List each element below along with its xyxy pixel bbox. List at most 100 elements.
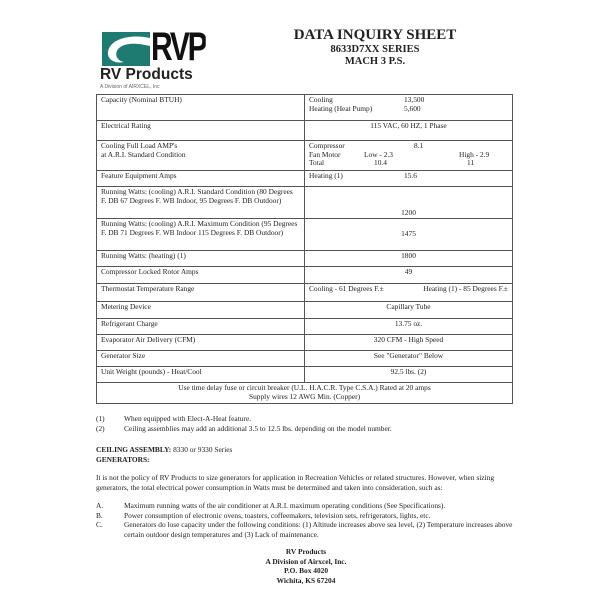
feature-value: Heating (1) 15.6 [304,170,513,187]
logo-brand: RVP [151,30,206,64]
footnote-text: When equipped with Elect-A-Heat feature. [124,414,252,423]
table-row: Capacity (Nominal BTUH) Cooling 13,500 He… [96,94,513,121]
compressor-label: Compressor [309,141,345,150]
list-item: B. Power consumption of electronic ovens,… [96,511,516,521]
address-division: A Division of Airxcel, Inc. [265,556,347,566]
fan-label: Fan Motor [309,149,341,159]
row-label: Running Watts: (cooling) A.R.I. Maximum … [96,218,305,251]
table-row: Evaporator Air Delivery (CFM) 320 CFM - … [96,334,513,351]
capacity-value: Cooling 13,500 Heating (Heat Pump) 5,600 [304,94,513,121]
address-block: RV Products A Division of Airxcel, Inc. … [96,547,516,585]
footnote: (2) Ceiling assemblies may add an additio… [96,424,392,434]
thermostat-cooling: Cooling - 61 Degrees F.± [309,284,384,293]
total-low: 10.4 [374,158,387,167]
row-label: Refrigerant Charge [96,318,305,335]
table-row: Metering Device Capillary Tube [96,301,513,319]
list-letter: A. [96,501,104,510]
table-row: Thermostat Temperature Range Cooling - 6… [96,283,513,302]
generators-heading: GENERATORS: [96,455,150,464]
spec-table: Capacity (Nominal BTUH) Cooling 13,500 He… [96,94,513,404]
series: 8633D7XX SERIES [330,44,420,55]
row-value: 13.75 oz. [304,318,513,335]
list-text: Generators do lose capacity under the fo… [124,520,513,539]
compressor-value: 8.1 [414,141,424,150]
list-letter: C. [96,520,103,529]
fla-label-2: at A.R.I. Standard Condition [101,149,186,159]
row-value: 1200 [304,186,513,219]
heating-value: 5,600 [404,103,421,113]
row-label: Feature Equipment Amps [96,170,305,187]
row-label: Metering Device [96,301,305,319]
cooling-value: 13,500 [404,95,425,104]
table-row: Electrical Rating 115 VAC, 60 HZ, 1 Phas… [96,120,513,141]
row-label: Compressor Locked Rotor Amps [96,266,305,284]
row-value: See "Generator" Below [304,350,513,367]
row-value: 92.5 lbs. (2) [304,366,513,383]
cooling-label: Cooling [309,95,333,104]
table-row: Running Watts: (cooling) A.R.I. Maximum … [96,218,513,251]
fan-low: Low - 2.3 [364,149,393,159]
fuse-note: Use time delay fuse or circuit breaker (… [96,382,513,404]
row-label: Capacity (Nominal BTUH) [96,94,305,121]
table-row: Feature Equipment Amps Heating (1) 15.6 [96,170,513,187]
row-label: Evaporator Air Delivery (CFM) [96,334,305,351]
generator-list: A. Maximum running watts of the air condi… [96,501,516,539]
row-label: Running Watts: (heating) (1) [96,250,305,267]
heating-label: Heating (1) [309,171,343,180]
fla-value: Compressor 8.1 Fan Motor Low - 2.3 High - 2… [304,140,513,171]
rvp-logo: RVP RV Products A Division of AIRXCEL, I… [100,30,205,90]
row-label: Generator Size [96,350,305,367]
logo-name: RV Products [100,66,193,83]
heating-label: Heating (Heat Pump) [309,103,373,113]
list-item: A. Maximum running watts of the air condi… [96,501,516,511]
list-item: C. Generators do lose capacity under the … [96,520,516,539]
row-label: Running Watts: (cooling) A.R.I. Standard… [96,186,305,219]
row-value: 115 VAC, 60 HZ, 1 Phase [304,120,513,141]
row-label: Cooling Full Load AMP's at A.R.I. Standar… [96,140,305,171]
list-text: Maximum running watts of the air conditi… [124,501,446,510]
list-letter: B. [96,510,103,520]
list-text: Power consumption of electronic ovens, t… [124,510,431,520]
row-label: Unit Weight (pounds) - Heat/Cool [96,366,305,383]
table-row: Refrigerant Charge 13.75 oz. [96,318,513,335]
row-value: Capillary Tube [304,301,513,319]
row-value: 1800 [304,250,513,267]
row-value: 1475 [304,218,513,251]
page-title: DATA INQUIRY SHEET [293,27,457,43]
footnote-text: Ceiling assemblies may add an additional… [124,424,392,433]
footnote: (1) When equipped with Elect-A-Heat featu… [96,414,251,424]
ceiling-assembly: CEILING ASSEMBLY: 8330 or 9330 Series [96,445,516,455]
address-city: Wichita, KS 67204 [276,575,336,585]
total-label: Total [309,158,325,167]
fuse-note-2: Supply wires 12 AWG Min. (Copper) [248,391,361,401]
generators-intro: It is not the policy of RV Products to s… [96,473,495,492]
total-high: 11 [467,158,475,167]
ceiling-label: CEILING ASSEMBLY: [96,445,172,454]
row-label: Thermostat Temperature Range [96,283,305,302]
footnote-number: (1) [96,414,105,423]
fla-label-1: Cooling Full Load AMP's [101,141,178,150]
table-row: Running Watts: (heating) (1) 1800 [96,250,513,267]
fan-high: High - 2.9 [459,149,490,159]
table-row: Running Watts: (cooling) A.R.I. Standard… [96,186,513,219]
row-label: Electrical Rating [96,120,305,141]
table-row: Compressor Locked Rotor Amps 49 [96,266,513,284]
address-company: RV Products [285,547,327,556]
model: MACH 3 P.S. [344,56,406,67]
table-row: Generator Size See "Generator" Below [96,350,513,367]
row-value: 320 CFM - High Speed [304,334,513,351]
table-row: Cooling Full Load AMP's at A.R.I. Standar… [96,140,513,171]
swoosh-icon [102,32,150,66]
table-row: Unit Weight (pounds) - Heat/Cool 92.5 lb… [96,366,513,383]
logo-subtitle: A Division of AIRXCEL, Inc [100,84,160,90]
ceiling-value: 8330 or 9330 Series [173,445,233,454]
table-row: Use time delay fuse or circuit breaker (… [96,382,513,404]
thermostat-value: Cooling - 61 Degrees F.± Heating (1) - 85… [304,283,513,302]
document-header: DATA INQUIRY SHEET 8633D7XX SERIES MACH … [250,27,500,68]
address-pobox: P.O. Box 4020 [283,566,329,575]
heating-amps: 15.6 [404,171,417,180]
row-value: 49 [304,266,513,284]
thermostat-heating: Heating (1) - 85 Degrees F.± [423,284,508,293]
footnote-number: (2) [96,424,105,433]
fuse-note-1: Use time delay fuse or circuit breaker (… [178,383,431,392]
